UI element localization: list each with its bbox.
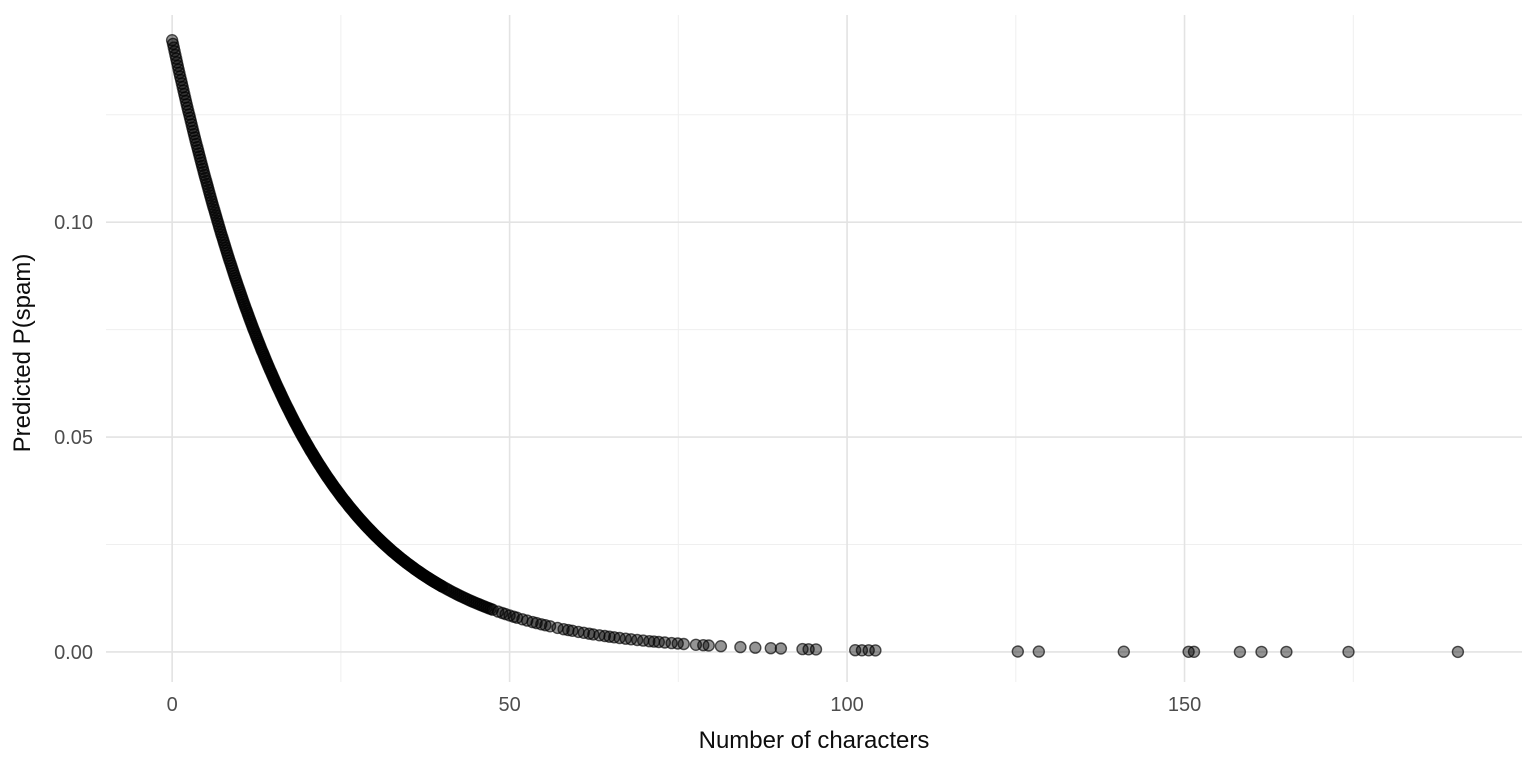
fitted-point bbox=[677, 637, 690, 651]
y-tick-label: 0.00 bbox=[54, 642, 93, 664]
fitted-point bbox=[543, 620, 557, 633]
fitted-point bbox=[1032, 645, 1046, 658]
fitted-point bbox=[1451, 645, 1465, 659]
fitted-point bbox=[1187, 645, 1201, 658]
fitted-point bbox=[869, 644, 882, 657]
fitted-point bbox=[598, 629, 611, 643]
fitted-point bbox=[764, 642, 777, 655]
y-axis-title: Predicted P(spam) bbox=[9, 253, 36, 453]
fitted-point bbox=[714, 640, 728, 653]
fitted-point bbox=[702, 639, 715, 652]
fitted-point bbox=[603, 630, 616, 643]
x-axis-tick-labels: 0 50 100 150 bbox=[167, 694, 1202, 716]
x-tick-label: 150 bbox=[1168, 694, 1201, 716]
fitted-point bbox=[734, 640, 747, 654]
x-tick-label: 0 bbox=[167, 694, 178, 716]
x-tick-label: 50 bbox=[498, 694, 520, 716]
x-tick-label: 100 bbox=[830, 694, 863, 716]
y-tick-label: 0.05 bbox=[54, 427, 93, 449]
fitted-point bbox=[1233, 645, 1247, 659]
gridlines-minor bbox=[106, 15, 1522, 682]
fitted-point bbox=[643, 635, 656, 648]
x-axis-title: Number of characters bbox=[698, 727, 930, 754]
gridlines-major bbox=[106, 15, 1522, 682]
fitted-point bbox=[1011, 645, 1024, 658]
fitted-point bbox=[809, 643, 823, 656]
y-axis-tick-labels: 0.00 0.05 0.10 bbox=[54, 212, 93, 664]
fitted-point bbox=[1117, 645, 1131, 658]
fitted-point bbox=[1255, 645, 1268, 659]
data-points bbox=[165, 34, 1465, 659]
fitted-point bbox=[749, 641, 762, 654]
y-tick-label: 0.10 bbox=[54, 212, 93, 234]
fitted-point bbox=[774, 642, 788, 655]
fitted-point bbox=[1342, 645, 1355, 659]
fitted-point bbox=[1280, 645, 1293, 659]
